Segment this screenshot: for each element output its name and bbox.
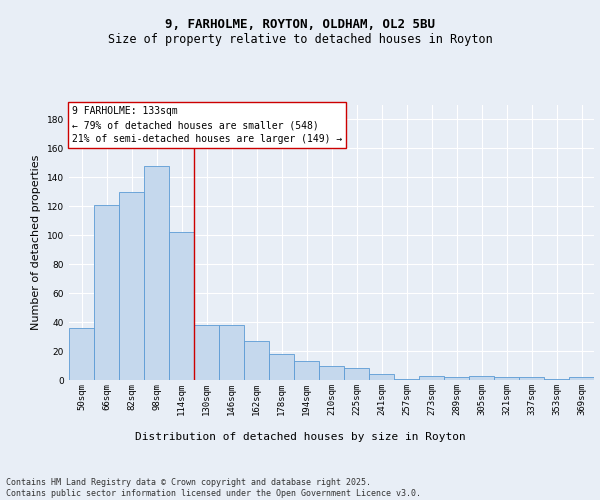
Bar: [344, 368, 369, 380]
Bar: [194, 325, 219, 380]
Text: 9, FARHOLME, ROYTON, OLDHAM, OL2 5BU: 9, FARHOLME, ROYTON, OLDHAM, OL2 5BU: [165, 18, 435, 30]
Bar: [494, 377, 519, 380]
Bar: [444, 377, 469, 380]
Text: Contains HM Land Registry data © Crown copyright and database right 2025.
Contai: Contains HM Land Registry data © Crown c…: [6, 478, 421, 498]
Bar: [219, 325, 244, 380]
Bar: [294, 361, 319, 380]
Text: Distribution of detached houses by size in Royton: Distribution of detached houses by size …: [134, 432, 466, 442]
Bar: [269, 354, 294, 380]
Bar: [69, 328, 94, 380]
Bar: [544, 378, 569, 380]
Bar: [394, 378, 419, 380]
Bar: [419, 376, 444, 380]
Bar: [94, 205, 119, 380]
Bar: [244, 341, 269, 380]
Text: 9 FARHOLME: 133sqm
← 79% of detached houses are smaller (548)
21% of semi-detach: 9 FARHOLME: 133sqm ← 79% of detached hou…: [71, 106, 342, 144]
Bar: [319, 366, 344, 380]
Bar: [169, 232, 194, 380]
Text: Size of property relative to detached houses in Royton: Size of property relative to detached ho…: [107, 32, 493, 46]
Bar: [369, 374, 394, 380]
Bar: [469, 376, 494, 380]
Bar: [569, 377, 594, 380]
Bar: [119, 192, 144, 380]
Y-axis label: Number of detached properties: Number of detached properties: [31, 155, 41, 330]
Bar: [519, 377, 544, 380]
Bar: [144, 166, 169, 380]
